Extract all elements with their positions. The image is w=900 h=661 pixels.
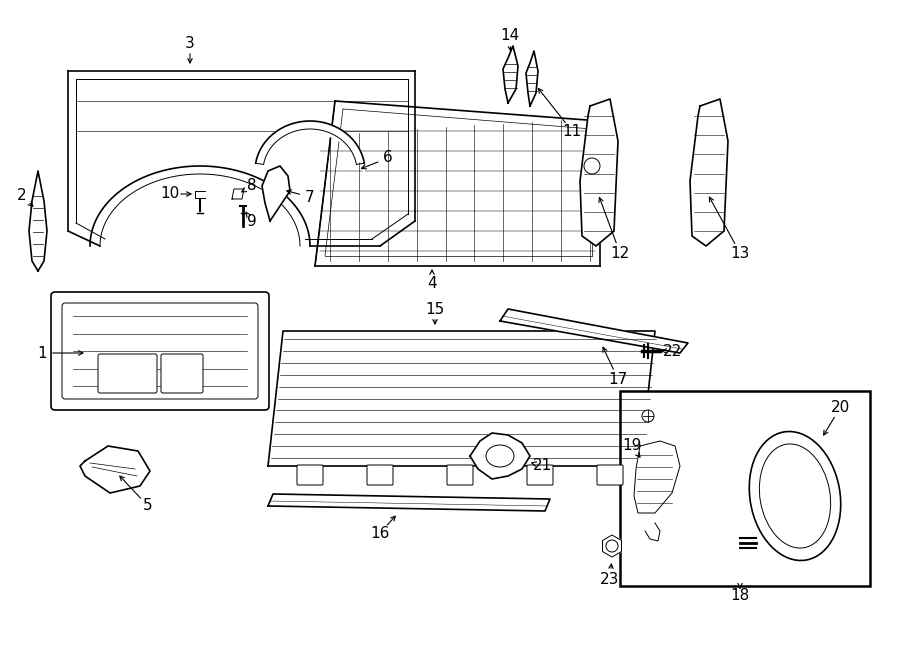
Polygon shape [315,101,600,266]
Text: 19: 19 [622,438,642,453]
FancyBboxPatch shape [161,354,203,393]
Polygon shape [256,121,364,175]
Polygon shape [80,446,150,493]
Ellipse shape [760,444,831,548]
Text: 14: 14 [500,28,519,44]
Polygon shape [470,433,530,479]
Text: 13: 13 [730,245,750,260]
FancyBboxPatch shape [98,354,157,393]
Polygon shape [268,494,550,511]
FancyBboxPatch shape [297,465,323,485]
Text: 20: 20 [831,401,850,416]
Polygon shape [503,46,518,103]
Text: 1: 1 [37,346,47,360]
Polygon shape [232,189,244,199]
Text: 15: 15 [426,301,445,317]
Ellipse shape [486,445,514,467]
Ellipse shape [750,432,841,561]
FancyBboxPatch shape [527,465,553,485]
Text: 2: 2 [17,188,27,204]
Text: 5: 5 [143,498,153,514]
Circle shape [642,410,654,422]
Text: 16: 16 [370,525,390,541]
Text: 10: 10 [160,186,180,202]
Polygon shape [29,171,47,271]
Text: 23: 23 [600,572,620,586]
Polygon shape [526,51,538,106]
FancyBboxPatch shape [51,292,269,410]
Polygon shape [262,166,290,221]
FancyBboxPatch shape [620,391,870,586]
Text: 11: 11 [562,124,581,139]
Text: 12: 12 [610,245,630,260]
Polygon shape [500,309,688,353]
FancyBboxPatch shape [447,465,473,485]
Text: 3: 3 [185,36,195,50]
Text: 22: 22 [662,344,681,358]
Text: 9: 9 [248,214,256,229]
Text: 21: 21 [534,459,553,473]
Text: 17: 17 [608,371,627,387]
FancyBboxPatch shape [62,303,258,399]
Polygon shape [634,441,680,513]
Text: 8: 8 [248,178,256,194]
FancyBboxPatch shape [597,465,623,485]
Circle shape [584,158,600,174]
Polygon shape [602,535,622,557]
FancyBboxPatch shape [367,465,393,485]
Text: 7: 7 [305,190,315,204]
Text: 18: 18 [731,588,750,603]
Circle shape [606,540,618,552]
Text: 4: 4 [428,276,436,290]
Polygon shape [690,99,728,246]
Polygon shape [580,99,618,246]
Polygon shape [268,331,655,466]
Text: 6: 6 [383,151,393,165]
